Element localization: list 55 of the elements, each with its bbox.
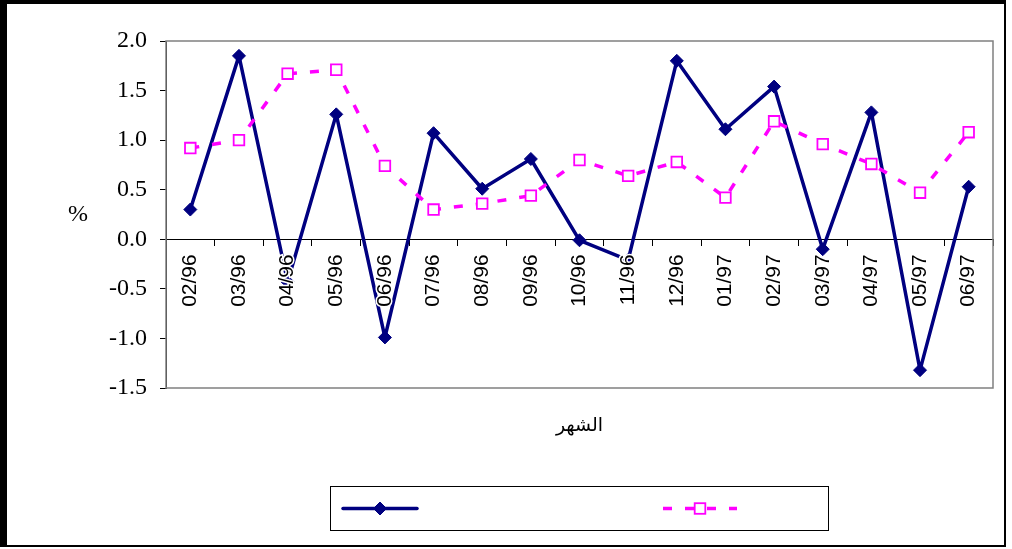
point xyxy=(281,67,294,80)
point xyxy=(767,79,782,94)
point xyxy=(669,53,684,68)
point xyxy=(816,137,829,151)
point xyxy=(426,126,441,141)
x-tick-label: 05/96 xyxy=(323,254,347,307)
point xyxy=(476,197,489,210)
point xyxy=(865,157,878,171)
x-tick-label: 08/96 xyxy=(469,254,492,307)
x-tick-label: 06/96 xyxy=(371,254,395,307)
point xyxy=(184,141,197,155)
x-tick-label: 05/97 xyxy=(906,254,930,307)
x-tick-label: 02/97 xyxy=(760,254,784,307)
point xyxy=(572,233,587,248)
y-tick-label: 0.0 xyxy=(117,224,147,251)
y-tick-label: 1.5 xyxy=(117,75,147,102)
point xyxy=(573,153,586,167)
x-tick-label: 04/97 xyxy=(858,254,882,307)
y-tick-label: 0.5 xyxy=(117,175,147,202)
point xyxy=(524,189,538,202)
point xyxy=(523,151,538,166)
x-tick-label: 07/96 xyxy=(420,254,444,307)
x-tick-label: 06/97 xyxy=(955,254,979,307)
point xyxy=(962,126,975,139)
x-tick-label: 12/96 xyxy=(663,254,687,307)
x-tick-label: 03/96 xyxy=(225,254,249,307)
point xyxy=(475,181,490,196)
y-tick-label: -1.5 xyxy=(109,373,147,400)
x-tick-label: 02/96 xyxy=(177,254,201,307)
point xyxy=(719,191,732,204)
y-tick-label: -1.0 xyxy=(109,323,147,350)
point xyxy=(330,63,343,76)
point xyxy=(913,363,928,378)
y-axis-title: % xyxy=(68,199,88,226)
point xyxy=(670,155,683,169)
point xyxy=(231,48,246,63)
point xyxy=(378,159,392,173)
point xyxy=(232,133,246,147)
x-tick-label: 11/96 xyxy=(614,254,638,306)
point xyxy=(961,179,976,194)
point xyxy=(913,186,927,199)
x-tick-label: 10/96 xyxy=(566,254,590,307)
x-axis-title: الشهر xyxy=(554,412,604,436)
x-tick-label: 01/97 xyxy=(712,254,736,307)
point xyxy=(767,115,781,128)
y-tick-label: 1.0 xyxy=(117,125,147,152)
y-tick-label: 2.0 xyxy=(117,26,147,53)
point xyxy=(718,122,733,137)
x-tick-label: 03/97 xyxy=(809,254,833,307)
point xyxy=(621,169,635,183)
point xyxy=(183,202,198,217)
point xyxy=(427,203,440,216)
x-tick-label: 09/96 xyxy=(517,254,541,307)
y-tick-label: -0.5 xyxy=(109,274,147,301)
x-tick-label: 04/96 xyxy=(274,254,298,307)
